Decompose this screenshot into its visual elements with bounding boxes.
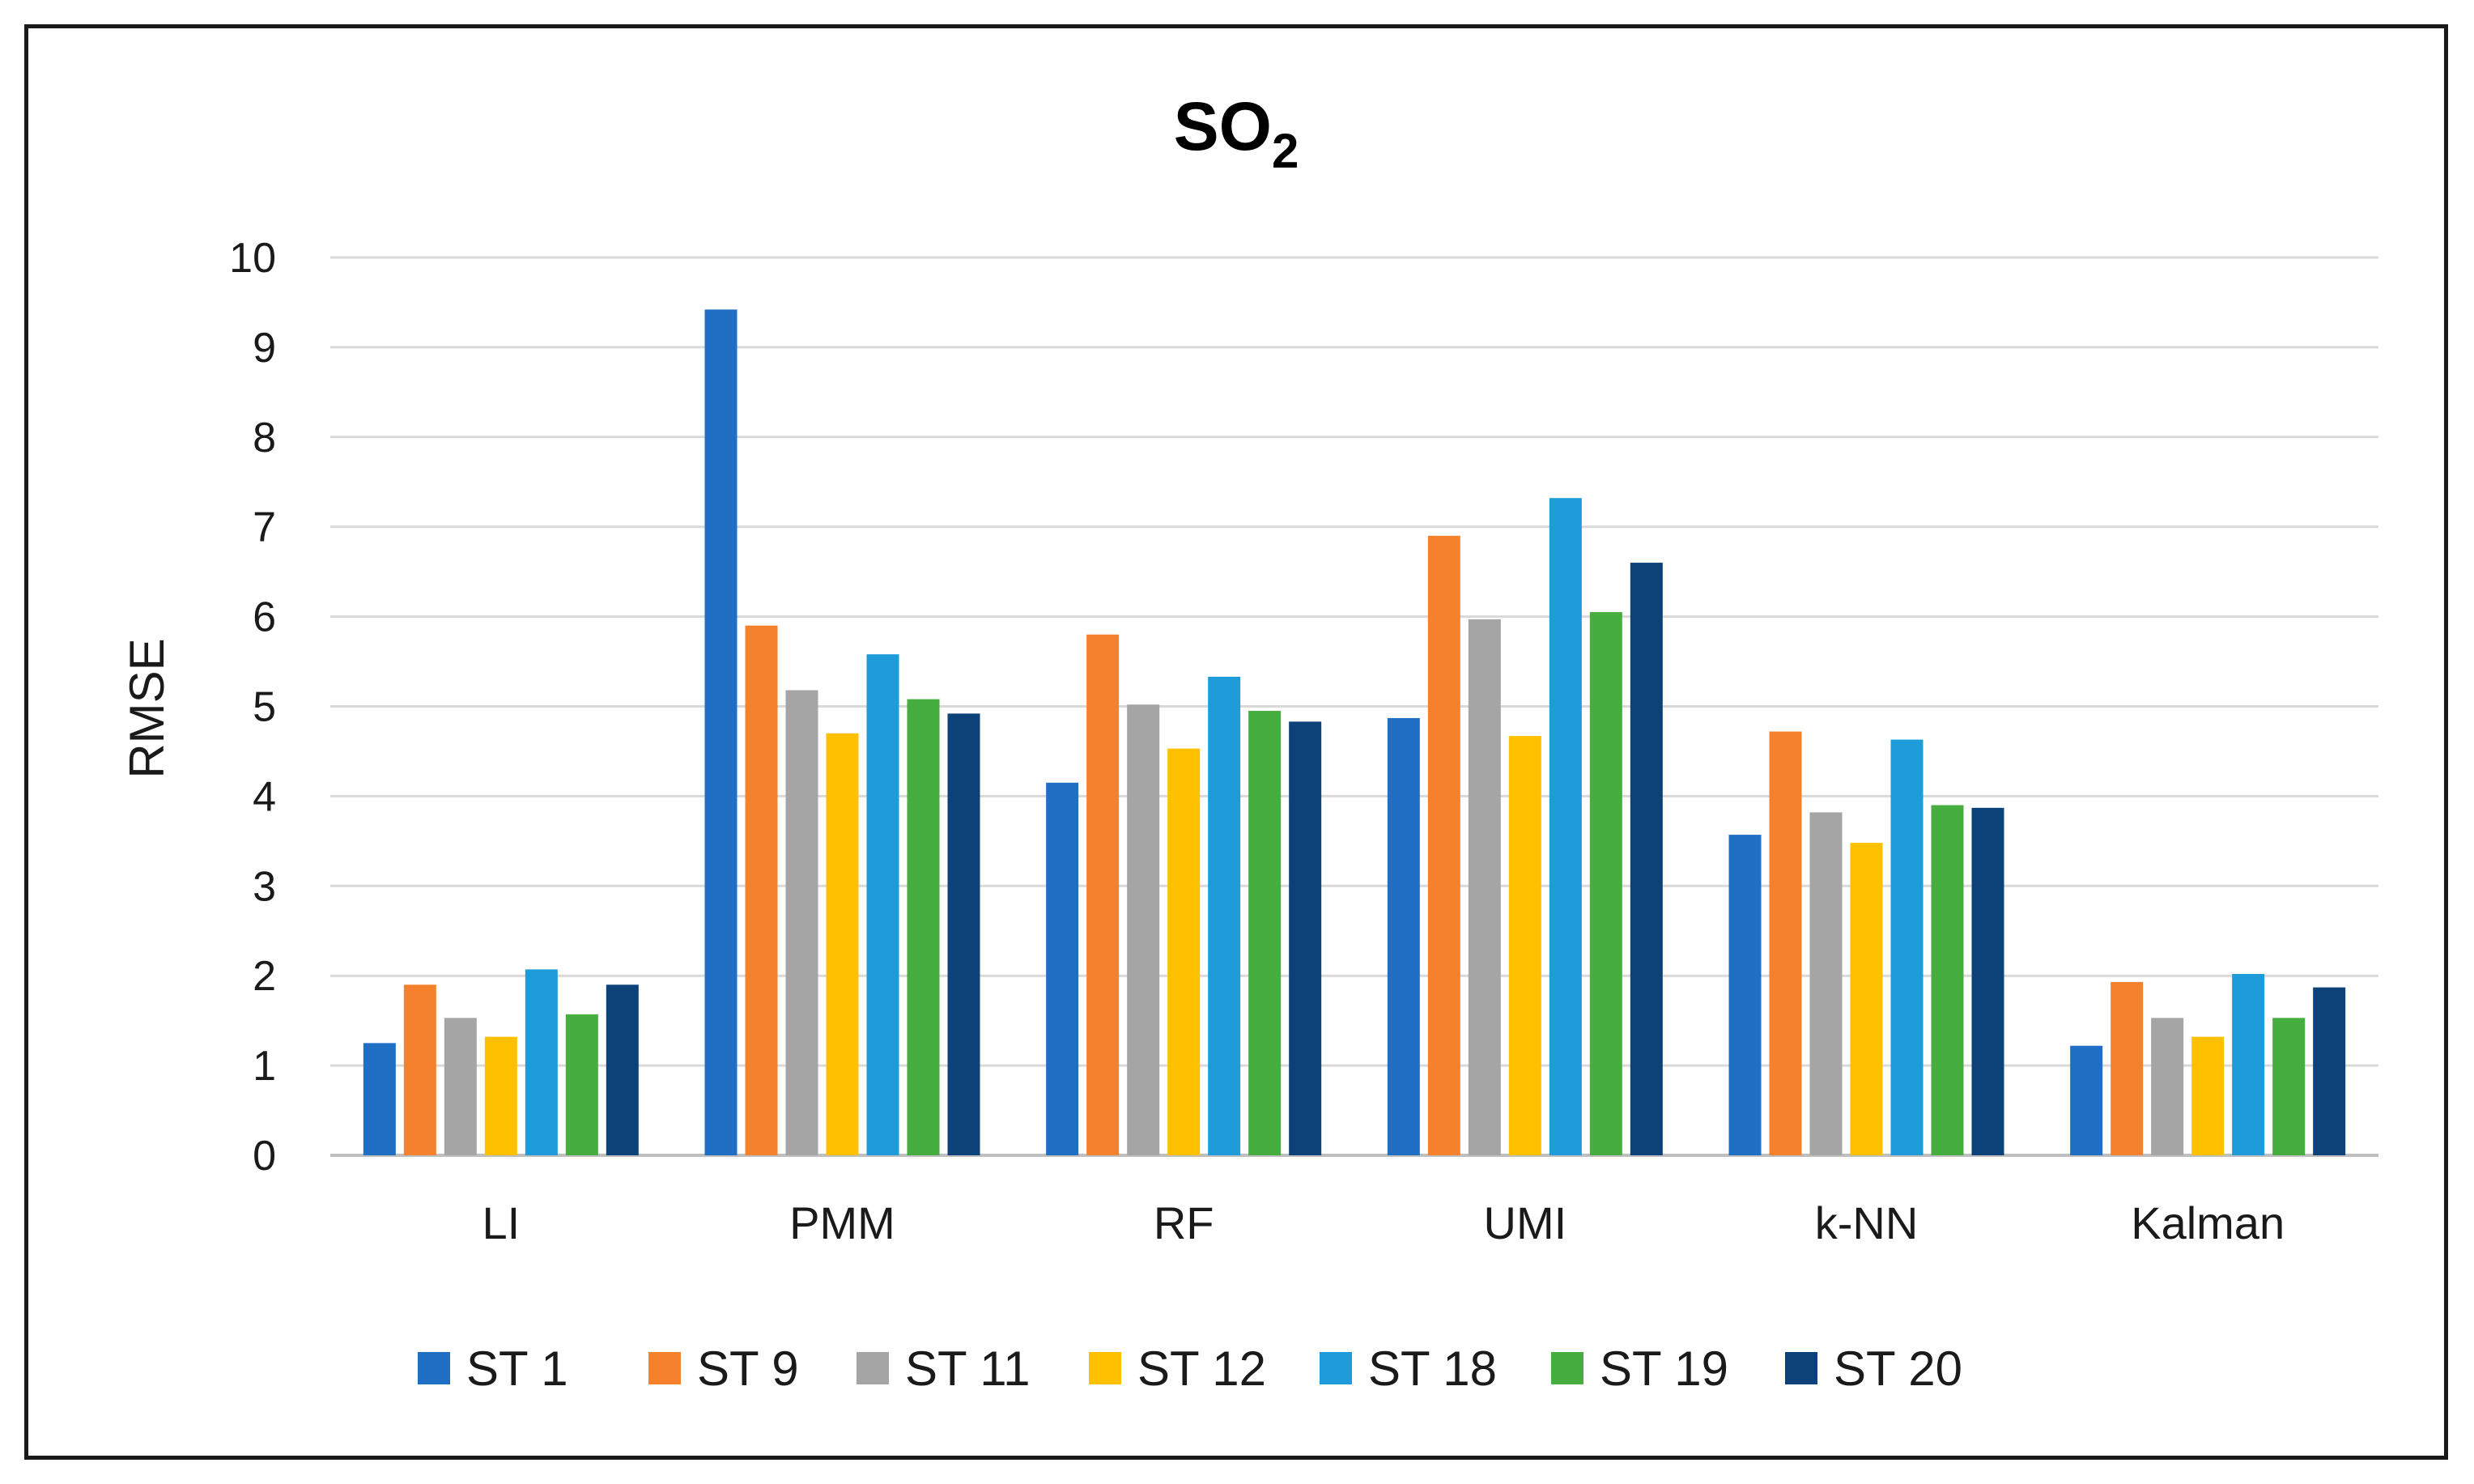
bar-pmm-st-11 (785, 690, 818, 1155)
y-tick-label: 1 (253, 1043, 276, 1090)
bar-li-st-18 (525, 969, 558, 1155)
bar-rf-st-19 (1248, 711, 1282, 1155)
bar-k-nn-st-12 (1850, 843, 1883, 1155)
bar-kalman-st-19 (2272, 1018, 2306, 1155)
bar-kalman-st-18 (2232, 973, 2265, 1155)
x-category-label: UMI (1484, 1197, 1567, 1248)
legend-label: ST 18 (1368, 1342, 1497, 1396)
legend-label: ST 9 (697, 1342, 799, 1396)
bar-pmm-st-19 (907, 699, 940, 1155)
bar-li-st-11 (444, 1018, 477, 1155)
x-category-label: k-NN (1815, 1197, 1919, 1248)
bar-li-st-1 (363, 1043, 396, 1155)
y-tick-label: 5 (253, 684, 276, 731)
legend-label: ST 1 (466, 1342, 568, 1396)
bar-rf-st-1 (1046, 782, 1079, 1155)
bar-rf-st-11 (1127, 704, 1160, 1155)
bar-kalman-st-9 (2111, 981, 2144, 1155)
legend-swatch (1320, 1352, 1352, 1384)
y-tick-label: 2 (253, 953, 276, 1000)
y-tick-label: 8 (253, 415, 276, 461)
bar-k-nn-st-9 (1769, 731, 1802, 1155)
bar-umi-st-11 (1468, 619, 1501, 1155)
legend-swatch (1785, 1352, 1817, 1384)
bar-kalman-st-11 (2151, 1018, 2184, 1155)
bar-kalman-st-12 (2191, 1036, 2225, 1155)
bar-pmm-st-9 (745, 625, 778, 1155)
chart-frame: SO2 0 1 2 3 4 5 6 7 8 9 10 RMSE LI PMM RF UMI k-NN Kalm… (24, 24, 2448, 1460)
bar-li-st-9 (403, 984, 436, 1155)
legend-label: ST 12 (1137, 1342, 1266, 1396)
legend-swatch (1551, 1352, 1583, 1384)
y-tick-label: 3 (253, 863, 276, 910)
bar-rf-st-9 (1086, 634, 1120, 1155)
x-category-label: Kalman (2131, 1197, 2285, 1248)
bar-chart: SO2 0 1 2 3 4 5 6 7 8 9 10 RMSE LI PMM RF UMI k-NN Kalm… (120, 88, 2378, 1396)
bar-rf-st-18 (1208, 676, 1241, 1155)
legend-swatch (418, 1352, 450, 1384)
bar-k-nn-st-19 (1931, 805, 1964, 1155)
x-category-label: PMM (789, 1197, 895, 1248)
x-category-label: LI (482, 1197, 520, 1248)
legend-swatch (857, 1352, 889, 1384)
chart-title-subscript: 2 (1272, 124, 1299, 178)
legend-swatch (648, 1352, 681, 1384)
bar-rf-st-20 (1289, 721, 1322, 1155)
legend-label: ST 19 (1600, 1342, 1728, 1396)
y-axis-title: RMSE (120, 638, 174, 778)
bar-pmm-st-18 (866, 654, 899, 1155)
bar-rf-st-12 (1167, 748, 1201, 1155)
bar-k-nn-st-11 (1809, 812, 1843, 1155)
y-tick-label: 10 (229, 235, 276, 282)
bar-li-st-20 (606, 984, 639, 1155)
bar-li-st-12 (484, 1036, 517, 1155)
bar-k-nn-st-1 (1728, 835, 1762, 1155)
bar-umi-st-18 (1549, 498, 1582, 1155)
bar-kalman-st-1 (2070, 1045, 2103, 1155)
y-tick-label: 9 (253, 325, 276, 372)
bar-k-nn-st-18 (1890, 739, 1924, 1155)
bar-umi-st-19 (1589, 612, 1622, 1155)
bar-pmm-st-20 (947, 713, 980, 1155)
legend-swatch (1089, 1352, 1121, 1384)
bar-pmm-st-12 (826, 733, 859, 1155)
bar-umi-st-9 (1427, 535, 1460, 1155)
y-tick-label: 6 (253, 594, 276, 641)
chart-title: SO2 (1174, 88, 1299, 178)
y-tick-label: 4 (253, 773, 276, 820)
legend-label: ST 11 (905, 1342, 1031, 1396)
bar-umi-st-12 (1508, 736, 1541, 1155)
bar-k-nn-st-20 (1971, 807, 2004, 1155)
bar-pmm-st-1 (704, 309, 738, 1155)
x-category-label: RF (1154, 1197, 1214, 1248)
legend-label: ST 20 (1834, 1342, 1962, 1396)
bar-umi-st-1 (1387, 717, 1420, 1155)
y-tick-label: 7 (253, 504, 276, 551)
bar-umi-st-20 (1630, 563, 1663, 1155)
bar-kalman-st-20 (2313, 987, 2346, 1155)
y-tick-label: 0 (253, 1133, 276, 1180)
bar-li-st-19 (565, 1014, 598, 1155)
